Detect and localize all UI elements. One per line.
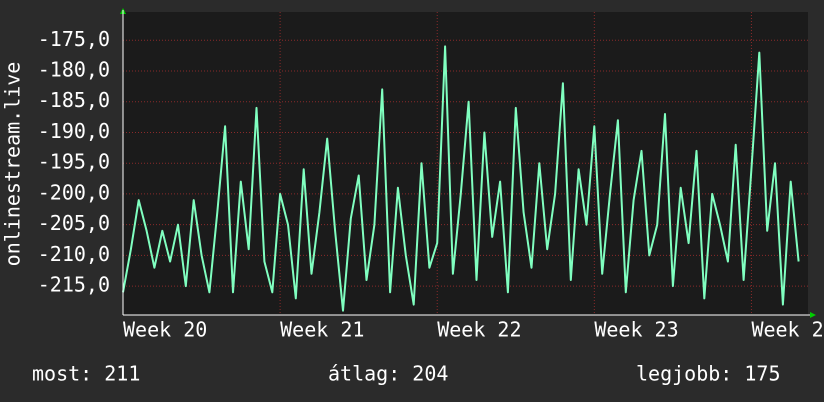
y-tick-label: -185,0 [38,88,110,112]
data-line [122,45,800,312]
x-tick-label: Week 23 [594,318,678,342]
y-tick-label: -195,0 [38,150,110,174]
y-axis-label: onlinestream.live [1,62,25,267]
x-tick-label: Week 24 [751,318,824,342]
y-tick-label: -205,0 [38,211,110,235]
y-tick-label: -175,0 [38,27,110,51]
y-tick-label: -180,0 [38,58,110,82]
y-tick-label: -200,0 [38,180,110,204]
y-tick-label: -210,0 [38,242,110,266]
x-tick-label: Week 21 [280,318,364,342]
footer-best: legjobb: 175 [636,362,781,386]
axis-arrow [810,312,816,318]
y-tick-label: -215,0 [38,273,110,297]
footer-average: átlag: 204 [328,362,448,386]
y-tick-label: -190,0 [38,119,110,143]
x-tick-label: Week 20 [123,318,207,342]
footer-current: most: 211 [32,362,140,386]
x-tick-label: Week 22 [437,318,521,342]
